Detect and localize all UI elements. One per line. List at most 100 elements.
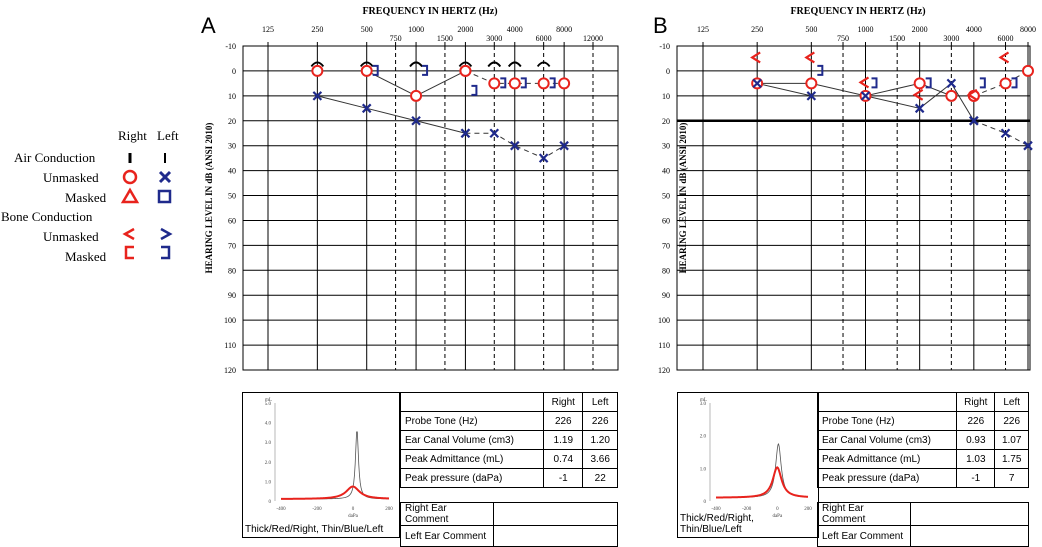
- left-ear-air-marker: [460, 128, 471, 139]
- left-ear-bone-masked-marker: [520, 77, 527, 89]
- table-cell: Probe Tone (Hz): [816, 411, 958, 431]
- tymp-x-axis-label: daPa: [348, 514, 359, 519]
- x-tick-label: 750: [837, 34, 849, 43]
- right-ear-bone-marker: [858, 76, 870, 89]
- y-tick-label: 110: [658, 341, 670, 350]
- x-tick-label: 750: [390, 34, 402, 43]
- table-header-row: Right Left: [816, 392, 1029, 412]
- y-tick-label: 70: [228, 241, 236, 250]
- right-ear-comment-label: Right Ear Comment: [817, 502, 911, 526]
- left-ear-air-marker: [538, 153, 549, 163]
- y-tick-label: 20: [228, 117, 236, 126]
- legend-row-label: Air Conduction: [14, 150, 96, 165]
- table-cell: Peak Admittance (mL): [816, 449, 958, 469]
- left-ear-air-marker: [509, 140, 520, 151]
- x-tick-label: 250: [311, 25, 323, 34]
- x-tick-label: 1000: [408, 25, 424, 34]
- left-ear-air-marker: [361, 103, 372, 114]
- table-cell: 1.03: [956, 449, 996, 469]
- tymp-y-tick-label: 0: [704, 500, 707, 505]
- left-bc-masked-icon: [161, 245, 171, 260]
- tymp-y-tick-label: 0: [269, 500, 272, 505]
- left-ear-air-marker: [860, 91, 871, 101]
- right-ear-bone-marker: [966, 88, 978, 101]
- legend-row-label: Masked: [65, 249, 107, 264]
- y-tick-label: 0: [666, 67, 670, 76]
- table-cell: -1: [956, 468, 996, 488]
- tymp-y-axis-label: mL: [700, 398, 707, 403]
- right-ear-air-marker: [999, 77, 1012, 90]
- table-cell: 0.93: [956, 430, 996, 450]
- table-row: Probe Tone (Hz) 226 226: [816, 411, 1029, 431]
- hearing-level-axis-title: HEARING LEVEL IN dB (ANSI 2010): [204, 123, 214, 274]
- right-ear-air-marker: [537, 77, 550, 90]
- frequency-axis-title: FREQUENCY IN HERTZ (Hz): [790, 6, 925, 17]
- comment-table-b: Right Ear Comment Left Ear Comment: [817, 502, 1029, 547]
- right-ear-air-marker: [459, 64, 472, 77]
- y-tick-label: -10: [659, 42, 670, 51]
- tympanogram-caption: Thick/Red/Right, Thin/Blue/Left: [680, 513, 754, 535]
- left-ear-bone-masked-marker: [979, 77, 986, 89]
- tymp-y-tick-label: 3.0: [265, 441, 272, 446]
- left-ear-air-marker: [969, 115, 979, 126]
- left-ear-air-marker: [489, 128, 500, 139]
- right-ear-bone-threshold-marker: [310, 61, 325, 68]
- x-tick-label: 4000: [966, 25, 982, 34]
- tymp-x-axis-label: daPa: [772, 514, 783, 519]
- table-row: Peak pressure (daPa) -1 22: [399, 468, 618, 488]
- left-ear-bone-masked-marker: [925, 77, 932, 89]
- table-row: Peak pressure (daPa) -1 7: [816, 468, 1029, 488]
- right-ear-bone-marker: [998, 51, 1010, 64]
- tymp-x-tick-label: -400: [711, 507, 721, 512]
- left-ear-air-marker: [1023, 140, 1033, 151]
- tymp-y-tick-label: 3.0: [700, 402, 707, 407]
- tymp-y-axis-label: mL: [265, 398, 272, 403]
- left-ear-bone-masked-marker: [817, 64, 824, 76]
- y-tick-label: 100: [224, 316, 236, 325]
- y-tick-label: 40: [662, 167, 670, 176]
- left-ear-bone-masked-marker: [471, 84, 478, 96]
- left-ear-bone-threshold-marker: [359, 61, 374, 68]
- legend-row-label: Unmasked: [43, 229, 99, 244]
- y-tick-label: 60: [662, 216, 670, 225]
- tymp-x-tick-label: 0: [776, 507, 779, 512]
- right-ear-air-marker: [945, 89, 958, 102]
- left-ear-air-marker: [946, 78, 957, 89]
- tymp-x-tick-label: 200: [385, 507, 393, 512]
- x-tick-label: 3000: [486, 34, 502, 43]
- table-row: Right Ear Comment: [817, 502, 1029, 526]
- legend-row-label: Masked: [65, 190, 107, 205]
- left-masked-square-icon: [157, 189, 172, 204]
- table-header-cell: Right: [956, 392, 996, 412]
- y-tick-label: 120: [658, 366, 670, 375]
- legend-right-header: Right: [118, 128, 147, 143]
- left-ear-air-marker: [806, 91, 817, 101]
- tymp-right-curve: [715, 466, 809, 499]
- x-tick-label: 2000: [912, 25, 928, 34]
- tymp-y-tick-label: 2.0: [265, 461, 272, 466]
- table-header-cell: Left: [994, 392, 1029, 412]
- table-row: Left Ear Comment: [817, 525, 1029, 547]
- x-tick-label: 1000: [858, 25, 874, 34]
- y-tick-label: 60: [228, 216, 236, 225]
- y-tick-label: 10: [228, 92, 236, 101]
- right-ear-bone-marker: [804, 51, 815, 64]
- impedance-table-b: Right Left Probe Tone (Hz) 226 226 Ear C…: [816, 392, 1029, 488]
- y-tick-label: 0: [232, 67, 236, 76]
- y-tick-label: 20: [662, 117, 670, 126]
- right-ear-air-marker: [1022, 64, 1034, 77]
- left-ear-air-marker: [411, 115, 421, 126]
- x-tick-label: 4000: [507, 25, 523, 34]
- right-ear-air-marker: [558, 77, 571, 90]
- tymp-x-tick-label: 0: [352, 507, 355, 512]
- tympanogram-caption: Thick/Red/Right, Thin/Blue/Left: [245, 524, 384, 535]
- table-cell: 1.75: [994, 449, 1029, 469]
- tympanogram-a: 0 1.0 2.0 3.0 4.0 5.0 mL -400 -200 0 200 daPa Thick…: [242, 392, 400, 538]
- y-tick-label: 120: [224, 366, 236, 375]
- left-ear-comment-field: [910, 525, 1029, 547]
- x-tick-label: 12000: [583, 34, 603, 43]
- right-bc-unmasked-icon: [122, 227, 135, 241]
- right-ear-air-marker: [360, 64, 373, 77]
